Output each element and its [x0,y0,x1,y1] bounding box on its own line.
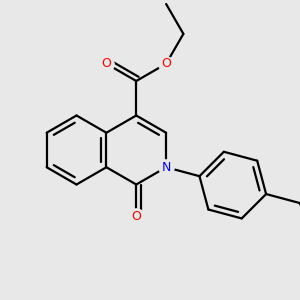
Text: O: O [131,210,141,223]
Text: O: O [101,57,111,70]
Text: O: O [161,57,171,70]
Text: N: N [161,161,171,174]
